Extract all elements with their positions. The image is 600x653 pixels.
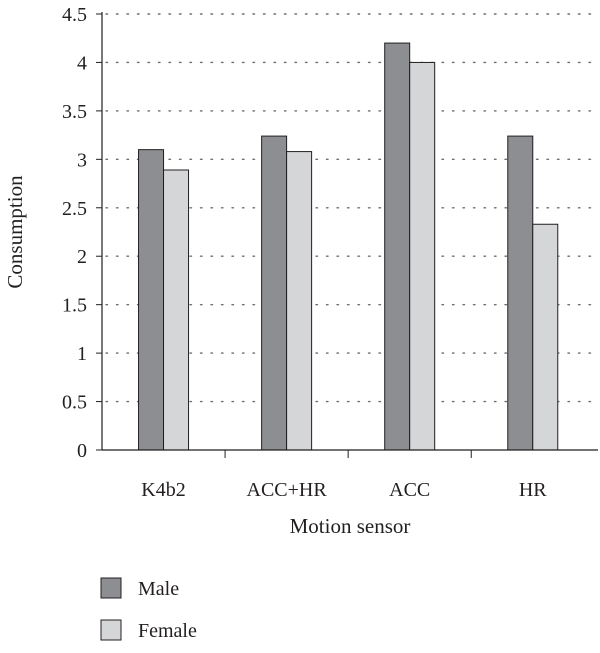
legend-label-female: Female bbox=[138, 620, 197, 642]
y-tick-label: 1 bbox=[77, 343, 87, 365]
y-tick-label: 0.5 bbox=[62, 392, 87, 414]
legend-label-male: Male bbox=[138, 578, 179, 600]
y-tick-label: 3.5 bbox=[62, 101, 87, 123]
x-category-label: ACC bbox=[389, 479, 430, 501]
x-category-label: K4b2 bbox=[141, 479, 185, 501]
y-tick-labels: 0 0.5 1 1.5 2 2.5 3 3.5 4 4.5 bbox=[62, 4, 87, 462]
x-category-label: ACC+HR bbox=[247, 479, 328, 501]
bar-female-k4b2 bbox=[163, 169, 190, 451]
y-tick-label: 2.5 bbox=[62, 198, 87, 220]
bar-female-acc-hr bbox=[286, 151, 313, 451]
y-tick-label: 2 bbox=[77, 246, 87, 268]
x-category-labels: K4b2 ACC+HR ACC HR bbox=[141, 479, 547, 501]
y-tick-label: 1.5 bbox=[62, 295, 87, 317]
y-tick-label: 3 bbox=[77, 149, 87, 171]
bar-male-k4b2 bbox=[138, 149, 165, 451]
bar-female-acc bbox=[409, 61, 436, 451]
bar-female-hr bbox=[532, 223, 559, 451]
y-tick-label: 4.5 bbox=[62, 4, 87, 26]
x-category-label: HR bbox=[519, 479, 547, 501]
legend: Male Female bbox=[100, 577, 197, 642]
legend-swatch-male bbox=[100, 577, 122, 599]
x-axis-title: Motion sensor bbox=[290, 514, 411, 538]
bar-male-acc bbox=[384, 42, 411, 451]
y-tick-label: 0 bbox=[77, 440, 87, 462]
y-tick-label: 4 bbox=[77, 52, 87, 74]
axes bbox=[96, 12, 598, 458]
y-axis-title: Consumption bbox=[3, 175, 27, 289]
bar-male-acc-hr bbox=[261, 135, 288, 451]
bars bbox=[138, 42, 559, 451]
bar-male-hr bbox=[507, 135, 534, 451]
legend-swatch-female bbox=[100, 619, 122, 641]
